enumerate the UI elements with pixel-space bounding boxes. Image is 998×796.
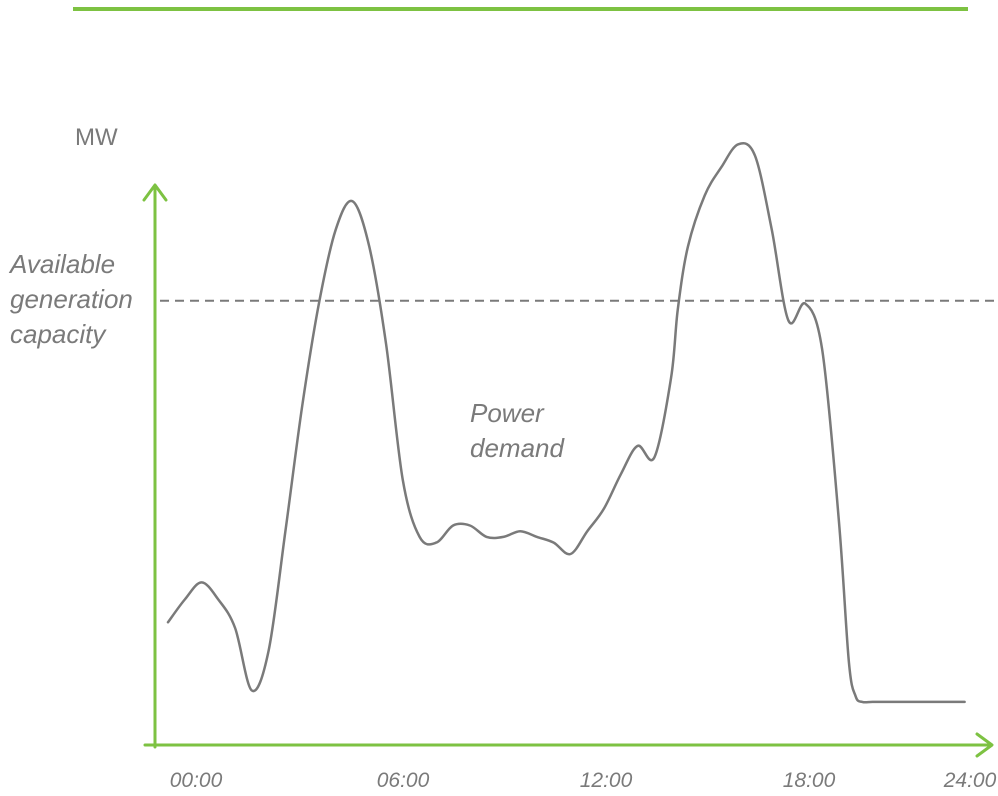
x-axis-arrowhead bbox=[975, 732, 994, 758]
capacity-annotation-line: Available bbox=[8, 249, 115, 279]
y-axis-arrowhead bbox=[142, 183, 168, 202]
series-power-demand-line bbox=[166, 142, 966, 704]
ticks-group: 00:00 06:00 12:00 18:00 24:00 bbox=[170, 769, 997, 792]
demand-annotation-line: Power bbox=[470, 398, 545, 428]
demand-annotation-line: demand bbox=[470, 433, 565, 463]
capacity-annotation-line: generation bbox=[10, 284, 133, 314]
y-axis-title: MW bbox=[75, 124, 118, 151]
x-tick-label: 12:00 bbox=[580, 769, 633, 791]
axes bbox=[142, 183, 994, 758]
capacity-annotation-line: capacity bbox=[10, 319, 107, 349]
annotations-group: Available generation capacity Power demand bbox=[8, 249, 565, 463]
x-tick-label: 00:00 bbox=[170, 769, 223, 791]
x-tick-label: 06:00 bbox=[377, 769, 430, 791]
x-tick-label: 18:00 bbox=[783, 769, 836, 791]
demand-group bbox=[166, 142, 966, 704]
x-tick-label: 24:00 bbox=[943, 769, 997, 791]
